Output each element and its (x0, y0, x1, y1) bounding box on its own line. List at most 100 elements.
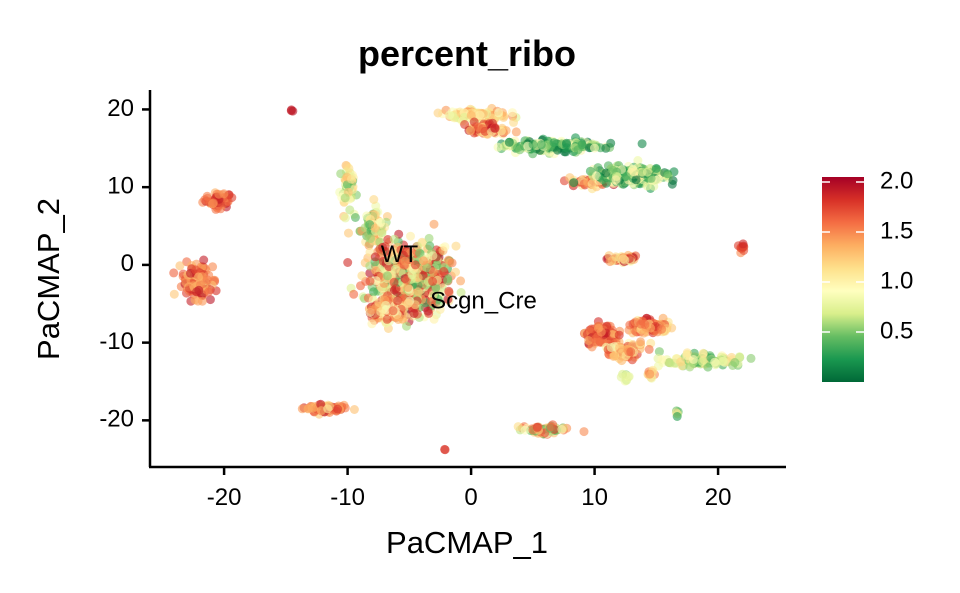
data-point (367, 305, 377, 315)
data-point (377, 228, 387, 238)
data-point (389, 234, 399, 244)
data-point (644, 344, 654, 354)
y-tick-label: 10 (107, 173, 134, 200)
data-point (631, 175, 641, 185)
data-point (422, 263, 432, 273)
data-point (432, 260, 442, 270)
data-point (429, 314, 439, 324)
data-point (323, 404, 333, 414)
data-point (370, 252, 380, 262)
data-point (629, 167, 639, 177)
data-point (573, 145, 583, 155)
data-point (403, 282, 413, 292)
data-point (433, 108, 443, 118)
data-point (371, 223, 380, 233)
x-tick-label: 20 (705, 484, 732, 511)
data-point (181, 277, 191, 287)
data-point (208, 262, 218, 272)
data-point (388, 306, 398, 316)
data-point (199, 255, 209, 265)
data-point (618, 254, 628, 264)
cluster-label: Scgn_Cre (430, 288, 537, 315)
data-point (536, 140, 546, 150)
data-point (376, 307, 386, 317)
data-point (402, 321, 411, 331)
data-point (366, 234, 375, 244)
data-point (209, 198, 218, 208)
data-point (382, 314, 392, 324)
data-point (590, 143, 599, 153)
data-point (593, 163, 603, 173)
x-tick-label: -20 (207, 484, 242, 511)
data-point (205, 295, 215, 305)
data-point (423, 306, 433, 316)
data-point (406, 231, 415, 241)
data-point (645, 369, 655, 379)
data-point (378, 242, 388, 252)
data-point (614, 330, 624, 340)
data-point (409, 309, 419, 318)
data-point (427, 297, 436, 306)
data-point (639, 328, 649, 338)
data-point (333, 404, 343, 414)
data-point (594, 323, 603, 333)
data-point (672, 412, 682, 421)
data-point (407, 270, 417, 280)
data-point (356, 281, 365, 291)
data-point (587, 342, 597, 352)
x-tick-label: -10 (330, 484, 365, 511)
data-point (400, 256, 410, 266)
data-point (586, 324, 596, 334)
data-point (513, 422, 523, 432)
data-point (202, 275, 212, 285)
data-point (637, 139, 647, 149)
data-point (447, 258, 457, 268)
data-point (429, 219, 439, 229)
data-point (428, 267, 438, 277)
data-point (451, 241, 461, 251)
data-point (347, 174, 356, 184)
data-point (424, 233, 434, 243)
data-point (286, 106, 296, 116)
data-point (569, 178, 579, 188)
data-point (456, 288, 466, 297)
data-point (642, 167, 652, 177)
data-point (653, 174, 663, 184)
data-point (685, 362, 695, 372)
data-point (626, 347, 636, 357)
data-point (369, 195, 379, 204)
data-point (451, 267, 460, 277)
data-point (494, 108, 504, 118)
data-point (746, 353, 756, 363)
chart-title: percent_ribo (358, 33, 576, 74)
data-point (349, 289, 359, 299)
data-point (490, 123, 500, 133)
data-point (440, 444, 450, 454)
data-point (466, 126, 475, 136)
legend-tick-label: 1.5 (880, 217, 913, 244)
data-point (344, 228, 353, 238)
data-point (579, 427, 589, 437)
data-point (493, 142, 503, 152)
data-point (730, 358, 740, 367)
y-tick-label: -10 (99, 328, 134, 355)
data-point (428, 276, 438, 286)
color-legend: 0.5 1.0 1.5 2.0 (822, 167, 913, 382)
data-point (511, 127, 521, 137)
data-point (169, 268, 179, 278)
data-point (396, 267, 406, 277)
data-point (614, 343, 624, 353)
data-point (194, 272, 203, 282)
annotations-layer: WT Scgn_Cre (381, 241, 537, 315)
data-point (381, 300, 391, 310)
x-axis-ticks: -20 -10 0 10 20 (207, 467, 732, 511)
y-axis-ticks: -20 -10 0 10 20 (99, 95, 150, 433)
data-point (480, 126, 490, 136)
data-point (419, 256, 428, 266)
data-point (520, 425, 530, 435)
data-point (443, 276, 453, 286)
data-point (345, 205, 355, 215)
data-point (549, 138, 559, 148)
y-tick-label: 0 (121, 250, 134, 277)
